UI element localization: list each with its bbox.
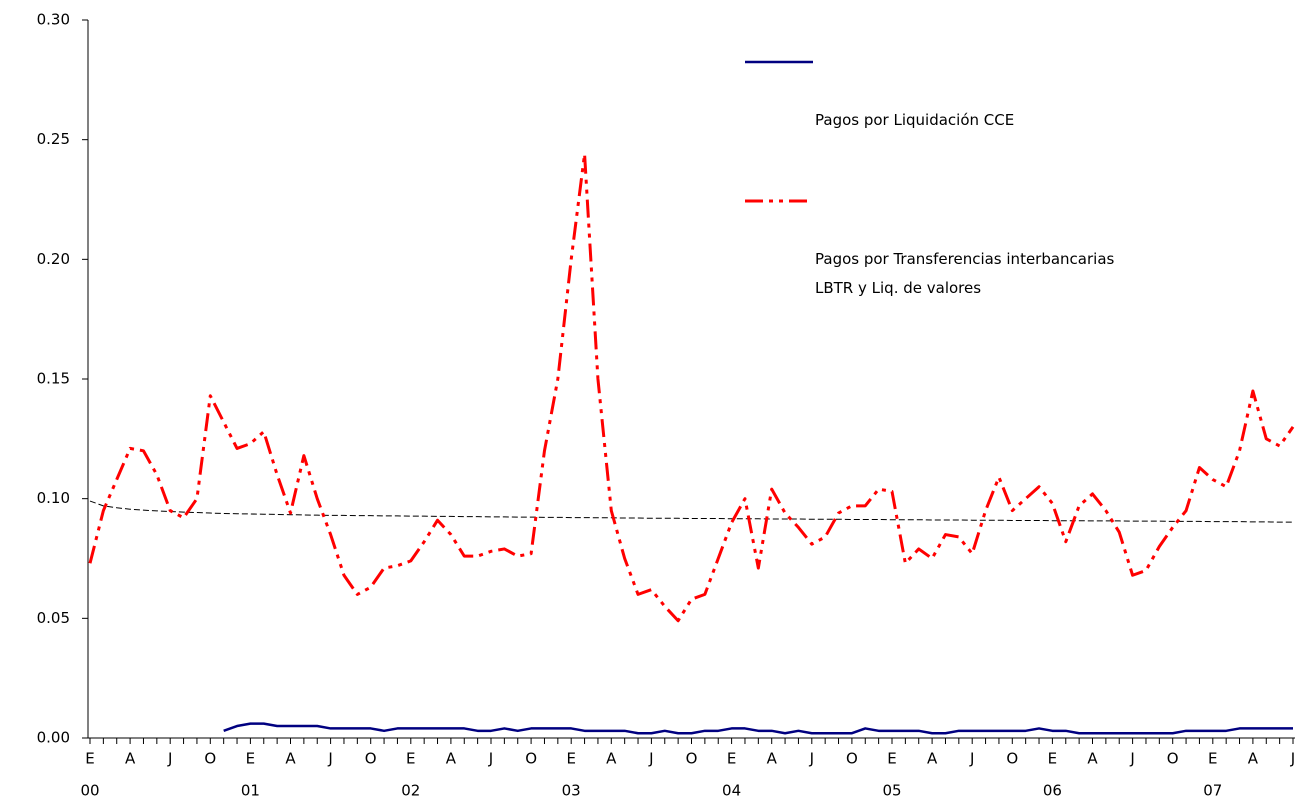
x-tick-label: A	[285, 750, 296, 768]
x-tick-label: E	[727, 750, 736, 768]
x-tick-label: J	[809, 750, 814, 768]
year-label: 00	[80, 782, 99, 800]
year-label: 05	[882, 782, 901, 800]
legend: Pagos por Liquidación CCE Pagos por Tran…	[745, 48, 1114, 303]
year-label: 01	[241, 782, 260, 800]
x-tick-label: O	[204, 750, 216, 768]
x-tick-label: A	[1248, 750, 1259, 768]
x-tick-label: A	[767, 750, 778, 768]
x-tick-label: A	[125, 750, 136, 768]
year-label: 03	[562, 782, 581, 800]
year-label: 04	[722, 782, 741, 800]
x-tick-label: A	[446, 750, 457, 768]
x-tick-label: E	[566, 750, 575, 768]
y-tick-label: 0.30	[37, 11, 70, 29]
x-tick-label: E	[85, 750, 94, 768]
legend-entry: Pagos por Liquidación CCE	[745, 48, 1114, 135]
x-tick-label: O	[846, 750, 858, 768]
x-tick-label: J	[969, 750, 974, 768]
x-tick-label: J	[488, 750, 493, 768]
x-tick-label: E	[1208, 750, 1217, 768]
x-tick-label: O	[1167, 750, 1179, 768]
legend-entry: Pagos por Transferencias interbancarias …	[745, 187, 1114, 303]
legend-label: Pagos por Transferencias interbancarias …	[815, 250, 1115, 297]
year-label: 02	[401, 782, 420, 800]
y-tick-label: 0.10	[37, 489, 70, 507]
x-tick-label: A	[1087, 750, 1098, 768]
x-tick-label: A	[927, 750, 938, 768]
year-label: 06	[1043, 782, 1062, 800]
y-tick-label: 0.20	[37, 250, 70, 268]
x-tick-label: A	[606, 750, 617, 768]
y-tick-label: 0.00	[37, 729, 70, 747]
x-tick-label: E	[887, 750, 896, 768]
x-tick-label: J	[1290, 750, 1295, 768]
x-tick-label: J	[1129, 750, 1134, 768]
legend-swatch	[745, 60, 813, 64]
x-tick-label: O	[686, 750, 698, 768]
x-tick-label: J	[327, 750, 332, 768]
y-tick-label: 0.15	[37, 370, 70, 388]
x-tick-label: O	[1006, 750, 1018, 768]
series-line	[89, 500, 1293, 523]
x-tick-label: E	[406, 750, 415, 768]
y-tick-label: 0.25	[37, 130, 70, 148]
legend-swatch	[745, 199, 813, 203]
series-line	[88, 152, 1295, 623]
x-tick-label: J	[167, 750, 172, 768]
x-tick-label: O	[525, 750, 537, 768]
legend-label: Pagos por Liquidación CCE	[815, 111, 1015, 129]
x-tick-label: E	[246, 750, 255, 768]
series-line	[223, 722, 1293, 735]
x-tick-label: J	[648, 750, 653, 768]
year-label: 07	[1203, 782, 1222, 800]
x-tick-label: E	[1048, 750, 1057, 768]
y-tick-label: 0.05	[37, 609, 70, 627]
x-tick-label: O	[365, 750, 377, 768]
